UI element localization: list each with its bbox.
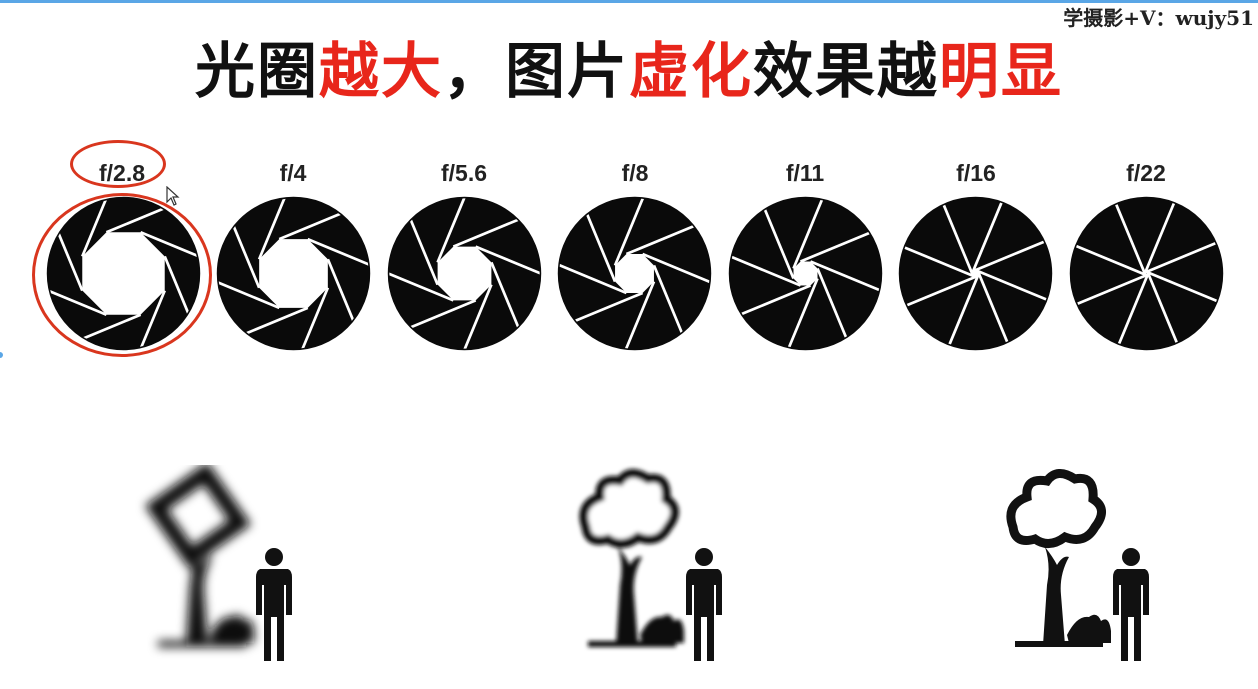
- aperture-blade-line: [1146, 272, 1179, 344]
- fstop-label: f/22: [1126, 160, 1166, 186]
- aperture-rim: [898, 196, 1053, 351]
- aperture-blade-line: [652, 264, 684, 334]
- person-icon: [1113, 548, 1149, 661]
- aperture-blade-line: [1117, 273, 1150, 345]
- mouse-cursor-icon: [166, 186, 180, 206]
- aperture-blade-line: [1076, 273, 1148, 306]
- aperture-blade-line: [490, 261, 520, 328]
- fstop-label: f/5.6: [440, 160, 488, 186]
- frame-handle-left[interactable]: [0, 352, 3, 358]
- aperture-blade-line: [624, 281, 656, 350]
- aperture-icon: [728, 196, 883, 351]
- frame-handle-top[interactable]: [632, 0, 638, 3]
- aperture-blade-line: [613, 197, 645, 266]
- person-icon: [686, 548, 722, 661]
- aperture-blade-line: [232, 226, 261, 289]
- aperture-blade-line: [217, 281, 280, 310]
- aperture-blade-line: [1143, 202, 1176, 274]
- fstop-label: f/11: [785, 160, 825, 186]
- title-part: ，图片: [443, 37, 629, 107]
- tree-person-icon: [579, 469, 722, 661]
- aperture-blade-line: [257, 197, 286, 260]
- aperture-blade-line: [1075, 244, 1147, 277]
- aperture-opening: [615, 254, 654, 293]
- highlight-ellipse-aperture: [32, 193, 212, 357]
- aperture-blade-line: [1114, 203, 1147, 275]
- aperture-blade-line: [246, 306, 309, 335]
- aperture-blade-line: [809, 260, 881, 292]
- aperture-blade-line: [475, 245, 541, 275]
- window-top-border: [0, 0, 1258, 3]
- aperture-blade-line: [409, 219, 439, 286]
- title-part: 效果越: [753, 37, 939, 107]
- aperture-rim: [387, 196, 542, 351]
- aperture-blade-line: [574, 291, 644, 323]
- tree-icon: [579, 469, 684, 647]
- fstop-label: f/4: [279, 160, 307, 186]
- slide-title: 光圈越大，图片虚化效果越明显: [0, 34, 1258, 110]
- aperture-rim: [1069, 196, 1224, 351]
- aperture-opening: [793, 261, 818, 286]
- aperture-blade-line: [1145, 241, 1217, 274]
- aperture-blade-line: [278, 212, 341, 241]
- tree-icon: [1006, 469, 1111, 647]
- aperture-rim: [557, 196, 712, 351]
- tree-person-icon: [1006, 469, 1149, 661]
- aperture-blade-line: [763, 208, 795, 280]
- fstop-label: f/16: [956, 160, 996, 186]
- aperture-blade-line: [642, 252, 711, 284]
- aperture-blade-line: [792, 198, 824, 270]
- aperture-blade-line: [971, 201, 1003, 273]
- aperture-icon: [898, 196, 1053, 351]
- aperture-blade-line: [463, 284, 493, 350]
- person-icon: [256, 548, 292, 661]
- aperture-blade-line: [816, 267, 848, 339]
- aperture-blade-line: [977, 271, 1009, 343]
- title-part: 明显: [939, 37, 1063, 107]
- aperture-blade-line: [1146, 270, 1218, 303]
- aperture-blade-line: [973, 240, 1045, 272]
- aperture-blade-line: [558, 263, 627, 295]
- highlight-ellipse-label: [70, 140, 166, 188]
- aperture-blade-line: [585, 213, 617, 283]
- aperture-rim: [728, 196, 883, 351]
- aperture-icon: [387, 196, 542, 351]
- aperture-opening: [259, 239, 328, 308]
- aperture-blade-line: [730, 255, 802, 287]
- title-part: 越大: [319, 37, 443, 107]
- aperture-blade-line: [436, 197, 466, 263]
- aperture-icon: [1069, 196, 1224, 351]
- aperture-blade-line: [787, 277, 819, 349]
- aperture-opening: [437, 246, 492, 301]
- aperture-blade-line: [307, 237, 370, 266]
- aperture-blade-line: [906, 275, 978, 307]
- aperture-icon: [216, 196, 371, 351]
- title-part: 虚化: [629, 37, 753, 107]
- aperture-blade-line: [948, 274, 980, 346]
- aperture-rim: [216, 196, 371, 351]
- aperture-blade-line: [903, 246, 975, 278]
- aperture-blade-line: [976, 269, 1048, 301]
- aperture-blade-line: [625, 224, 695, 256]
- watermark: 学摄影+V：wujy51: [1063, 6, 1254, 30]
- aperture-icon: [557, 196, 712, 351]
- aperture-blade-line: [410, 299, 477, 329]
- title-part: 光圈: [195, 37, 319, 107]
- aperture-blade-line: [388, 272, 454, 302]
- aperture-blade-line: [301, 287, 330, 350]
- tree-person-icon: [145, 465, 292, 661]
- aperture-blade-line: [326, 258, 355, 321]
- aperture-blade-line: [799, 231, 871, 263]
- aperture-blade-line: [452, 218, 519, 248]
- aperture-blade-line: [942, 204, 974, 276]
- aperture-blade-line: [740, 284, 812, 316]
- aperture-disc: [1070, 197, 1223, 350]
- tree-icon: [145, 465, 254, 647]
- fstop-label: f/8: [621, 160, 649, 186]
